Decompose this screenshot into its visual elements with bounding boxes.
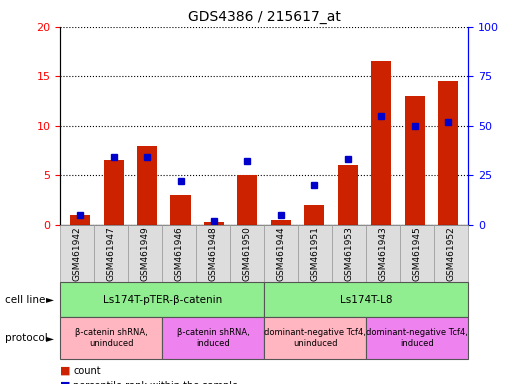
Bar: [371, 61, 391, 225]
Text: dominant-negative Tcf4,
induced: dominant-negative Tcf4, induced: [366, 328, 468, 348]
Text: GSM461950: GSM461950: [243, 226, 252, 281]
Bar: [438, 81, 458, 225]
Text: GSM461947: GSM461947: [107, 226, 116, 281]
Bar: [338, 166, 358, 225]
Text: dominant-negative Tcf4,
uninduced: dominant-negative Tcf4, uninduced: [264, 328, 366, 348]
Bar: [104, 161, 123, 225]
Bar: [304, 205, 324, 225]
Text: cell line: cell line: [5, 295, 46, 305]
Text: GSM461953: GSM461953: [345, 226, 354, 281]
Bar: [137, 146, 157, 225]
Text: GSM461952: GSM461952: [447, 226, 456, 281]
Bar: [70, 215, 90, 225]
Text: ■: ■: [60, 366, 71, 376]
Bar: [237, 175, 257, 225]
Text: Ls174T-L8: Ls174T-L8: [340, 295, 392, 305]
Text: β-catenin shRNA,
uninduced: β-catenin shRNA, uninduced: [75, 328, 147, 348]
Text: percentile rank within the sample: percentile rank within the sample: [73, 381, 238, 384]
Text: GSM461949: GSM461949: [141, 226, 150, 281]
Text: count: count: [73, 366, 101, 376]
Text: ►: ►: [46, 333, 53, 343]
Text: protocol: protocol: [5, 333, 48, 343]
Title: GDS4386 / 215617_at: GDS4386 / 215617_at: [188, 10, 340, 25]
Text: GSM461951: GSM461951: [311, 226, 320, 281]
Text: ■: ■: [60, 381, 71, 384]
Text: ►: ►: [46, 295, 53, 305]
Text: GSM461942: GSM461942: [73, 226, 82, 281]
Text: Ls174T-pTER-β-catenin: Ls174T-pTER-β-catenin: [103, 295, 222, 305]
Bar: [170, 195, 190, 225]
Text: GSM461945: GSM461945: [413, 226, 422, 281]
Text: GSM461946: GSM461946: [175, 226, 184, 281]
Bar: [405, 96, 425, 225]
Text: GSM461948: GSM461948: [209, 226, 218, 281]
Text: β-catenin shRNA,
induced: β-catenin shRNA, induced: [177, 328, 249, 348]
Text: GSM461943: GSM461943: [379, 226, 388, 281]
Bar: [271, 220, 291, 225]
Bar: [204, 222, 224, 225]
Text: GSM461944: GSM461944: [277, 226, 286, 281]
